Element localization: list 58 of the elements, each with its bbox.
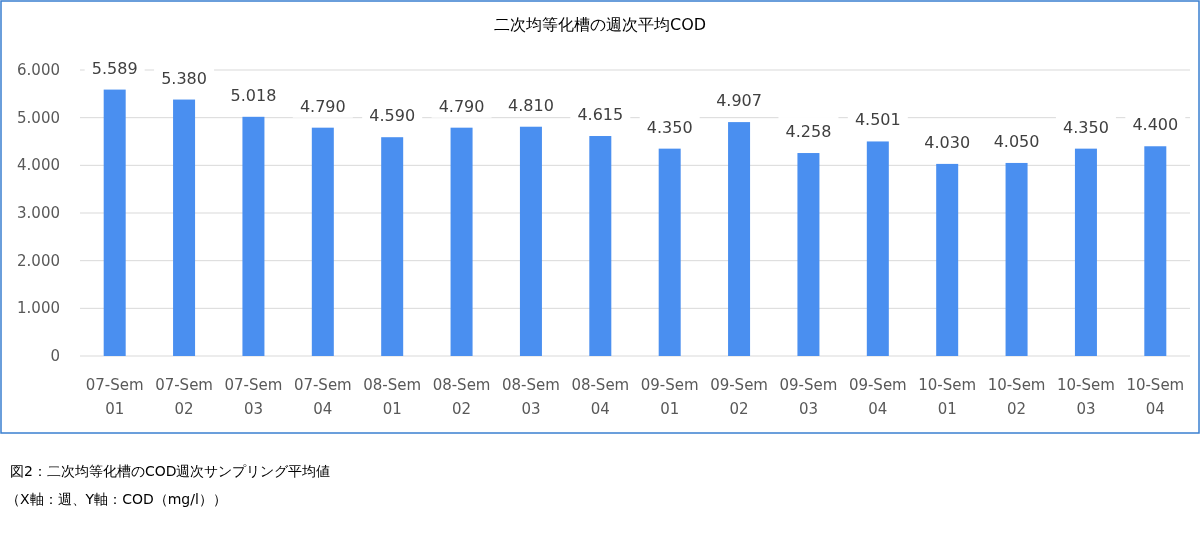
x-tick-label: 07-Sem 01 <box>85 376 144 418</box>
bar <box>658 148 681 356</box>
x-tick-label: 07-Sem 03 <box>224 376 283 418</box>
data-label: 4.400 <box>1132 115 1179 135</box>
caption: 図2：二次均等化槽のCOD週次サンプリング平均値 <box>10 463 331 479</box>
bar <box>1005 162 1028 356</box>
data-label: 4.050 <box>993 131 1040 151</box>
x-tick-label: 10-Sem 02 <box>987 376 1046 418</box>
data-label: 4.258 <box>785 122 832 142</box>
x-tick-label: 10-Sem 04 <box>1126 376 1185 418</box>
bar <box>311 127 334 356</box>
bar <box>519 126 542 356</box>
data-label: 4.030 <box>924 132 971 152</box>
data-label: 4.590 <box>369 106 416 126</box>
y-tick-label: 1.000 <box>17 299 60 318</box>
x-tick-label: 09-Sem 01 <box>640 376 699 418</box>
bar <box>936 163 959 356</box>
x-tick-label: 10-Sem 03 <box>1057 376 1115 418</box>
bar <box>728 122 751 356</box>
x-tick-label: 10-Sem 01 <box>918 376 977 418</box>
y-tick-label: 4.000 <box>17 156 60 175</box>
y-tick-label: 5.000 <box>17 108 60 127</box>
x-tick-label: 07-Sem 02 <box>155 376 213 418</box>
x-tick-label: 09-Sem 04 <box>848 376 907 418</box>
x-tick-label: 08-Sem 02 <box>432 376 491 418</box>
y-tick-label: 3.000 <box>17 204 60 222</box>
y-tick-label: 0 <box>50 347 60 365</box>
y-tick-label: 6.000 <box>17 61 60 79</box>
x-tick-label: 09-Sem 03 <box>779 376 838 418</box>
bar <box>103 89 126 356</box>
bar <box>450 127 473 356</box>
data-label: 4.810 <box>508 95 554 115</box>
y-tick-label: 2.000 <box>17 251 60 270</box>
data-label: 4.907 <box>716 91 762 111</box>
data-label: 4.615 <box>577 105 624 125</box>
data-label: 4.790 <box>299 96 346 116</box>
bar <box>866 141 889 356</box>
text: （X軸：週、Y軸：COD（mg/l）） <box>6 491 227 507</box>
data-label: 5.589 <box>91 58 138 78</box>
bar <box>797 153 820 356</box>
data-label: 5.018 <box>230 85 277 105</box>
bar <box>1074 148 1097 356</box>
data-label: 4.350 <box>1063 117 1109 137</box>
chart-title: 二次均等化槽の週次平均COD <box>493 15 707 34</box>
x-tick-label: 08-Sem 01 <box>363 376 422 418</box>
x-tick-label: 07-Sem 04 <box>293 376 352 418</box>
x-tick-label: 08-Sem 03 <box>502 376 560 418</box>
data-label: 4.501 <box>854 110 901 130</box>
bar <box>589 136 612 356</box>
bar <box>242 116 265 356</box>
x-tick-label: 08-Sem 04 <box>571 376 630 418</box>
bar <box>381 137 404 356</box>
bar <box>173 99 196 356</box>
bar <box>1144 146 1167 356</box>
x-tick-label: 09-Sem 02 <box>710 376 768 418</box>
data-label: 4.790 <box>438 96 485 116</box>
data-label: 4.350 <box>646 117 693 137</box>
data-label: 5.380 <box>161 68 207 88</box>
